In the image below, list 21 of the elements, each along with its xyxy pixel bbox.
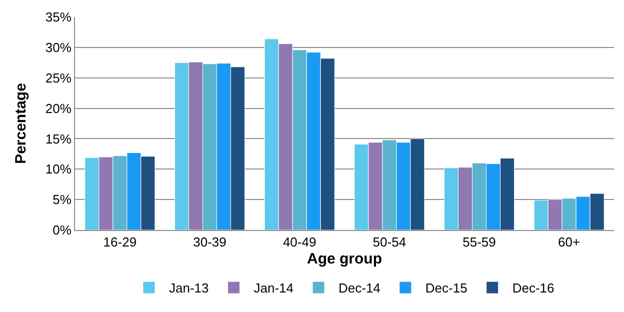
- x-tick-label: 16-29: [103, 234, 137, 250]
- legend-label: Jan-13: [169, 280, 209, 296]
- legend-label: Dec-16: [512, 280, 554, 296]
- x-tick-label: 50-54: [372, 234, 406, 250]
- y-tick-label: 20%: [45, 100, 72, 116]
- x-tick-label: 60+: [558, 234, 580, 250]
- y-tick-label: 5%: [52, 192, 72, 208]
- x-tick-label: 30-39: [193, 234, 226, 250]
- x-tick-label: 55-59: [462, 234, 496, 250]
- y-tick-label: 30%: [45, 40, 72, 55]
- y-tick-label: 35%: [45, 10, 72, 25]
- legend-label: Dec-15: [425, 280, 468, 296]
- y-tick-label: 25%: [45, 70, 72, 86]
- y-tick-label: 15%: [45, 131, 72, 146]
- y-axis-title: Percentage: [12, 83, 30, 164]
- y-tick-label: 10%: [45, 162, 72, 177]
- y-tick-label: 0%: [52, 222, 72, 238]
- legend-label: Dec-14: [338, 280, 380, 296]
- legend-label: Jan-14: [254, 280, 294, 296]
- x-tick-label: 40-49: [282, 234, 316, 250]
- x-axis-title: Age group: [307, 250, 382, 268]
